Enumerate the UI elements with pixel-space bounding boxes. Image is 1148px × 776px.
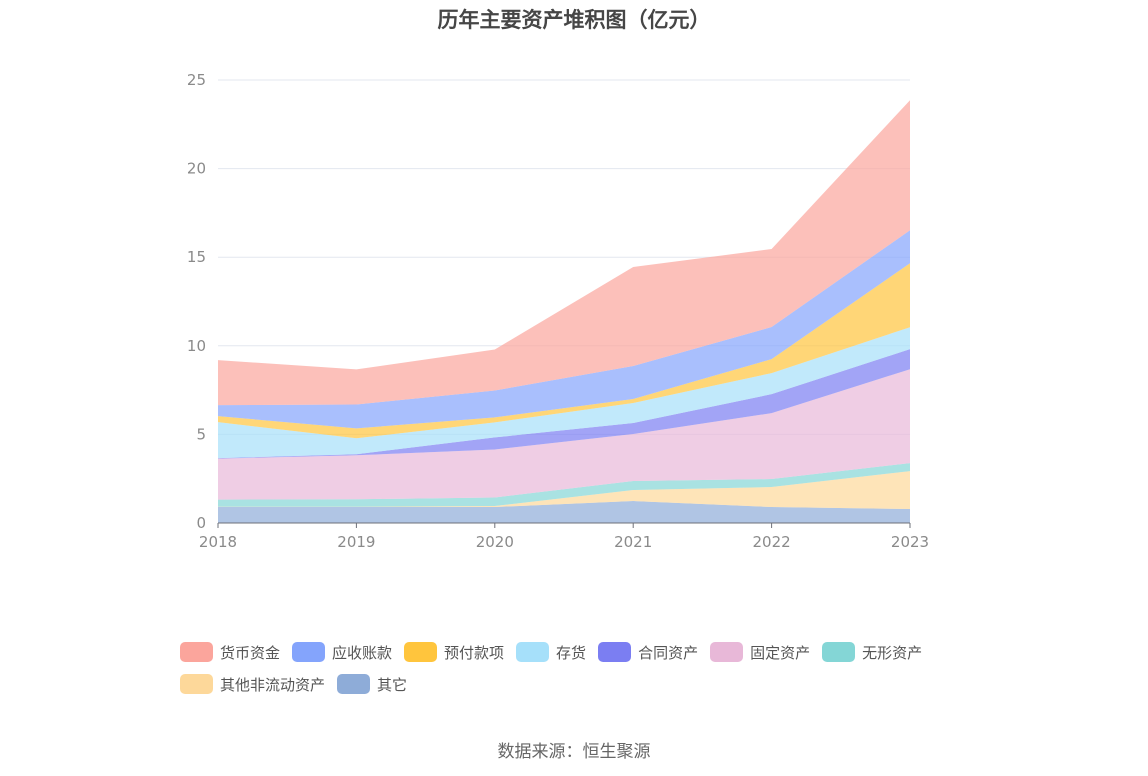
legend-item[interactable]: 无形资产 [822, 640, 922, 664]
legend-item[interactable]: 其它 [337, 672, 407, 696]
area-series [218, 100, 910, 523]
legend-label: 无形资产 [862, 643, 923, 662]
legend-item[interactable]: 货币资金 [180, 640, 280, 664]
y-tick-label: 25 [187, 71, 206, 89]
legend-label: 固定资产 [750, 643, 811, 662]
legend-item[interactable]: 存货 [516, 640, 586, 664]
legend-swatch [822, 642, 856, 662]
legend-item[interactable]: 合同资产 [598, 640, 698, 664]
legend: 货币资金 应收账款 预付款项 存货 合同资产 固定资产 无形资产其他非流动资产 其它 [180, 640, 1000, 704]
legend-swatch [404, 642, 438, 662]
legend-label: 合同资产 [638, 643, 699, 662]
x-tick-label: 2023 [891, 533, 929, 551]
legend-item[interactable]: 固定资产 [710, 640, 810, 664]
legend-swatch [292, 642, 326, 662]
legend-swatch [180, 674, 213, 694]
x-tick-label: 2018 [199, 533, 237, 551]
legend-item[interactable]: 应收账款 [292, 640, 392, 664]
legend-label: 其他非流动资产 [220, 675, 326, 694]
legend-label: 存货 [556, 643, 587, 662]
legend-label: 应收账款 [332, 643, 393, 662]
legend-swatch [180, 642, 213, 662]
x-tick-label: 2022 [753, 533, 791, 551]
area-1[interactable] [218, 471, 910, 510]
legend-item[interactable]: 其他非流动资产 [180, 672, 325, 696]
data-source: 数据来源：恒生聚源 [497, 742, 651, 762]
legend-swatch [710, 642, 744, 662]
area-2[interactable] [218, 463, 910, 507]
y-tick-label: 5 [196, 425, 206, 443]
y-tick-label: 0 [196, 514, 206, 532]
x-tick-label: 2019 [337, 533, 375, 551]
axes: 0 5 10 15 20 25 2018 2019 2020 2021 2022 2023 [187, 71, 929, 551]
area-4[interactable] [218, 349, 910, 459]
area-8[interactable] [218, 100, 910, 406]
y-tick-label: 10 [187, 337, 206, 355]
legend-item[interactable]: 预付款项 [404, 640, 504, 664]
area-3[interactable] [218, 369, 910, 500]
y-tick-label: 15 [187, 248, 206, 266]
legend-swatch [598, 642, 632, 662]
legend-label: 货币资金 [220, 643, 281, 662]
x-tick-label: 2021 [614, 533, 652, 551]
legend-label: 其它 [377, 675, 408, 694]
legend-swatch [337, 674, 371, 694]
chart-title: 历年主要资产堆积图（亿元） [437, 8, 711, 32]
y-tick-label: 20 [187, 160, 206, 178]
stacked-area-chart: 0 5 10 15 20 25 2018 2019 2020 2021 2022 2023 [187, 71, 929, 551]
legend-swatch [516, 642, 550, 662]
area-7[interactable] [218, 230, 910, 429]
area-5[interactable] [218, 327, 910, 459]
legend-label: 预付款项 [444, 643, 505, 662]
x-tick-label: 2020 [476, 533, 514, 551]
area-0[interactable] [218, 501, 910, 523]
